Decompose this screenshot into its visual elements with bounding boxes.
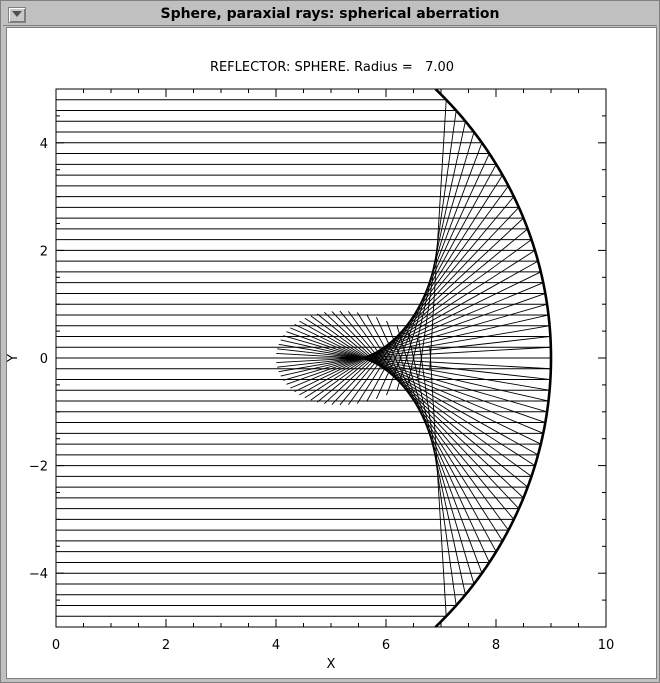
- reflected-ray: [280, 314, 549, 377]
- window-menu-button[interactable]: [8, 7, 26, 23]
- reflected-ray: [429, 99, 447, 369]
- reflected-ray: [310, 239, 532, 401]
- reflected-ray: [366, 164, 497, 402]
- chevron-down-icon: [12, 11, 22, 17]
- rays-layer: [56, 99, 551, 617]
- reflected-ray: [299, 320, 539, 456]
- reflected-ray: [286, 293, 546, 385]
- reflected-ray: [324, 312, 524, 499]
- reflected-ray: [283, 335, 548, 413]
- reflected-ray: [290, 282, 544, 389]
- x-tick-label: 10: [598, 638, 615, 653]
- reflected-ray: [304, 250, 536, 399]
- reflected-ray: [276, 346, 551, 364]
- x-tick-label: 6: [382, 638, 390, 653]
- plot-canvas: REFLECTOR: SPHERE. Radius = 7.00 0 2 4 6 8 10…: [6, 27, 657, 679]
- reflected-ray: [294, 323, 542, 445]
- ticks-layer: 0 2 4 6 8 10 −4 −2 0 2 4: [29, 88, 615, 653]
- reflected-ray: [278, 325, 550, 373]
- mirror-arc: [434, 89, 553, 627]
- reflected-ray: [347, 185, 509, 405]
- reflected-ray: [429, 347, 447, 617]
- x-tick-label: 4: [272, 638, 280, 653]
- x-tick-label: 0: [52, 638, 60, 653]
- x-tick-label: 2: [162, 638, 170, 653]
- x-tick-label: 8: [492, 638, 500, 653]
- mirror-layer: [434, 89, 553, 627]
- y-tick-label: 4: [40, 137, 48, 152]
- reflected-ray: [290, 327, 544, 434]
- title-bar: Sphere, paraxial rays: spherical aberrat…: [3, 3, 657, 26]
- reflected-ray: [396, 131, 475, 391]
- window-title: Sphere, paraxial rays: spherical aberrat…: [160, 6, 500, 22]
- reflected-ray: [294, 271, 542, 393]
- reflected-ray: [317, 313, 528, 488]
- reflected-ray: [339, 310, 515, 520]
- reflector-chart: REFLECTOR: SPHERE. Radius = 7.00 0 2 4 6 8 10…: [6, 60, 615, 672]
- reflected-ray: [277, 336, 551, 368]
- reflected-ray: [278, 343, 550, 391]
- y-tick-label: −4: [29, 567, 48, 582]
- y-axis-label: Y: [7, 354, 21, 363]
- reflected-ray: [280, 339, 549, 402]
- y-tick-label: 0: [40, 352, 48, 367]
- y-tick-label: 2: [40, 244, 48, 259]
- reflected-ray: [276, 352, 551, 370]
- reflected-ray: [418, 338, 457, 606]
- reflected-ray: [347, 311, 509, 531]
- reflected-ray: [331, 311, 520, 509]
- chart-title: REFLECTOR: SPHERE. Radius = 7.00: [210, 60, 454, 75]
- y-tick-label: −2: [29, 460, 48, 475]
- reflected-ray: [407, 331, 466, 595]
- reflected-ray: [356, 174, 503, 404]
- reflected-ray: [304, 317, 536, 466]
- x-axis-label: X: [327, 657, 336, 672]
- reflected-ray: [310, 315, 532, 477]
- reflected-ray: [299, 260, 539, 396]
- reflected-ray: [386, 320, 483, 574]
- reflected-ray: [283, 303, 548, 381]
- reflected-ray: [277, 348, 551, 380]
- reflected-ray: [339, 196, 515, 406]
